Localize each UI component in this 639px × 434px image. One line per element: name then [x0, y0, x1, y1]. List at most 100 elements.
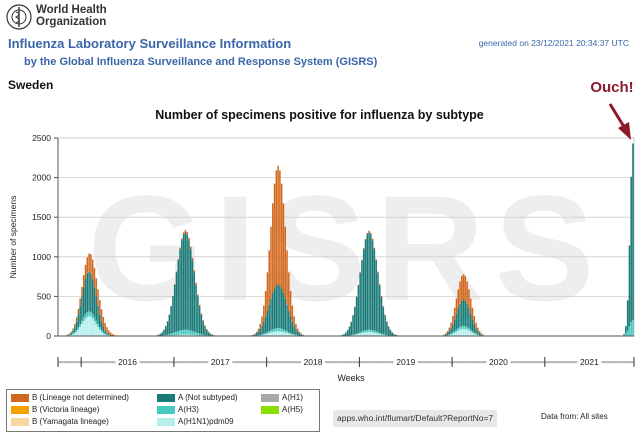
bar-segment: [166, 334, 169, 336]
bar-segment: [357, 285, 360, 333]
bar-segment: [90, 254, 92, 274]
bar-segment: [453, 331, 456, 333]
bar-segment: [197, 294, 199, 297]
bar-segment: [277, 328, 279, 332]
legend-item: A(H1): [261, 393, 303, 403]
legend-item: B (Yamagata lineage): [11, 417, 109, 427]
bar-segment: [461, 276, 463, 301]
bar-segment: [362, 249, 365, 331]
bar-segment: [198, 333, 201, 336]
bar-segment: [168, 314, 171, 335]
bar-segment: [296, 328, 299, 332]
data-source-note: Data from: All sites: [541, 412, 608, 421]
bar-segment: [355, 334, 358, 336]
bar-segment: [300, 333, 303, 335]
bar-segment: [82, 275, 85, 288]
bar-segment: [455, 331, 458, 336]
bar-segment: [70, 332, 73, 335]
bar-segment: [364, 330, 367, 333]
bar-segment: [300, 334, 303, 336]
bar-segment: [450, 334, 452, 336]
bar-segment: [455, 298, 458, 314]
bar-segment: [177, 334, 180, 336]
bar-segment: [72, 334, 74, 336]
bar-segment: [90, 316, 92, 336]
y-axis-label: Number of specimens: [8, 196, 18, 279]
bar-segment: [68, 333, 71, 335]
bar-segment: [88, 316, 90, 336]
bar-segment: [264, 334, 267, 336]
bar-segment: [88, 253, 90, 272]
year-label: 2017: [211, 357, 230, 367]
bar-segment: [450, 328, 452, 334]
bar-segment: [91, 318, 94, 336]
bar-segment: [104, 322, 106, 331]
bar-segment: [625, 326, 627, 334]
bar-segment: [72, 333, 74, 335]
bar-segment: [468, 330, 470, 336]
bar-segment: [279, 170, 281, 286]
report-url-link[interactable]: apps.who.int/flumart/Default?ReportNo=7: [333, 410, 498, 427]
bar-segment: [446, 331, 449, 334]
bar-segment: [166, 321, 169, 335]
bar-segment: [468, 328, 470, 331]
bar-segment: [384, 314, 386, 316]
bar-segment: [625, 333, 627, 336]
bar-segment: [81, 320, 83, 324]
bar-segment: [477, 331, 479, 335]
y-tick-label: 2000: [32, 173, 51, 183]
bar-segment: [471, 319, 474, 332]
bar-segment: [74, 333, 76, 336]
bar-segment: [378, 285, 381, 333]
bar-segment: [461, 326, 463, 330]
bar-segment: [95, 278, 97, 297]
bar-segment: [477, 327, 479, 332]
bar-segment: [86, 273, 89, 313]
bar-segment: [193, 270, 196, 273]
bar-segment: [289, 334, 292, 336]
bar-segment: [632, 320, 634, 336]
bar-segment: [473, 324, 476, 333]
bar-segment: [446, 333, 449, 336]
bar-segment: [452, 333, 454, 336]
bar-segment: [74, 323, 76, 327]
bar-segment: [373, 249, 376, 331]
bar-segment: [202, 321, 204, 335]
bar-segment: [361, 331, 363, 334]
bar-segment: [252, 335, 254, 336]
bar-segment: [368, 332, 370, 336]
bar-segment: [173, 284, 176, 285]
bar-segment: [81, 323, 83, 336]
bar-segment: [354, 334, 356, 336]
bar-segment: [181, 240, 183, 331]
bar-segment: [293, 325, 295, 335]
bar-segment: [368, 329, 370, 333]
bar-segment: [384, 315, 386, 335]
bar-segment: [99, 327, 101, 330]
bar-segment: [275, 285, 278, 329]
bar-segment: [366, 332, 369, 336]
bar-segment: [86, 257, 89, 274]
bar-segment: [95, 296, 97, 321]
year-label: 2019: [396, 357, 415, 367]
bar-segment: [354, 307, 356, 335]
bar-segment: [97, 289, 99, 306]
bar-segment: [204, 326, 206, 335]
bar-segment: [380, 295, 383, 298]
bar-segment: [182, 232, 185, 235]
bar-segment: [257, 331, 260, 336]
bar-segment: [159, 333, 162, 336]
bar-segment: [377, 271, 379, 274]
bar-segment: [70, 334, 73, 336]
bar-segment: [284, 330, 287, 333]
bar-segment: [464, 329, 467, 336]
bar-segment: [626, 300, 629, 331]
bar-segment: [111, 333, 114, 336]
bar-segment: [261, 325, 263, 335]
year-label-bg: [208, 356, 233, 367]
bar-segment: [264, 333, 267, 335]
bar-segment: [361, 259, 363, 261]
bar-segment: [346, 330, 349, 336]
bar-segment: [91, 259, 94, 280]
bar-segment: [191, 334, 194, 336]
